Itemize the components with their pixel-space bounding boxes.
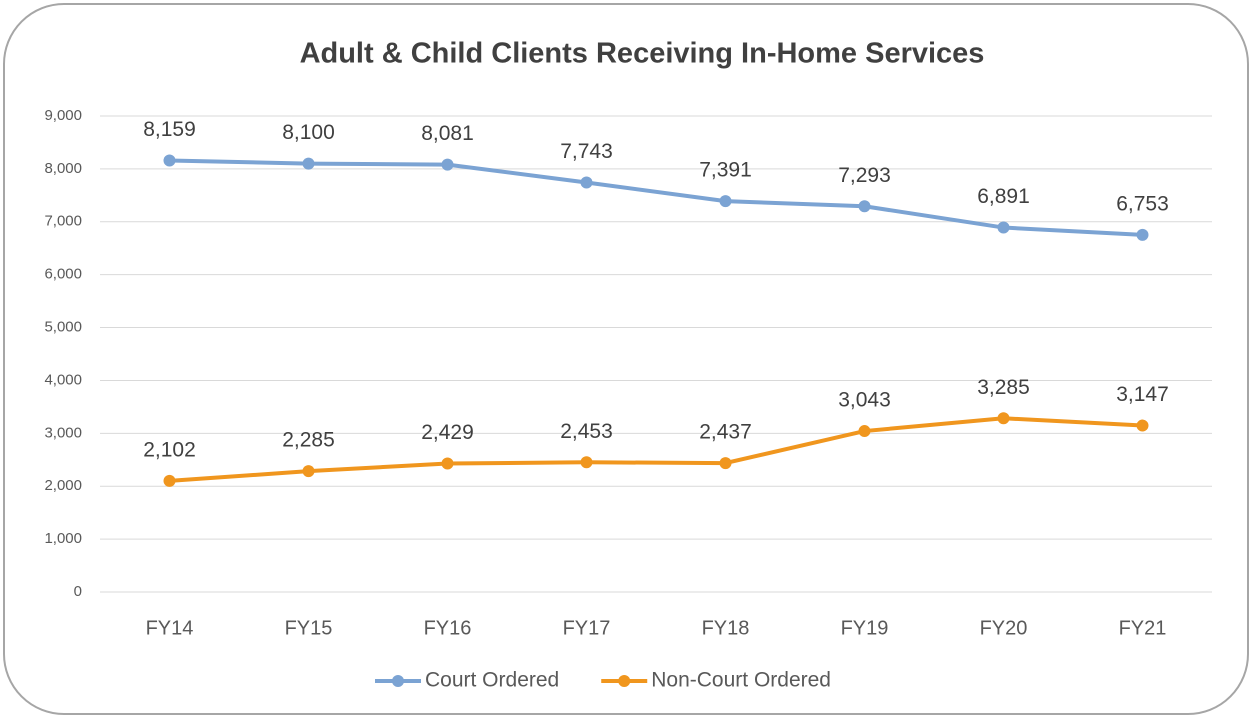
legend-label: Court Ordered: [425, 669, 559, 692]
y-tick-label: 4,000: [44, 371, 82, 388]
point: [858, 200, 871, 213]
point: [858, 425, 871, 438]
value-label: 2,102: [143, 438, 196, 461]
point: [163, 474, 176, 487]
legend-label: Non-Court Ordered: [651, 669, 831, 692]
legend-marker: [618, 675, 631, 687]
value-label: 3,285: [977, 376, 1030, 399]
value-label: 8,081: [421, 122, 474, 145]
x-tick-label: FY16: [424, 617, 472, 639]
point: [163, 154, 176, 167]
point: [1136, 419, 1149, 432]
point: [302, 465, 315, 478]
y-tick-label: 6,000: [44, 266, 82, 283]
y-tick-label: 7,000: [44, 213, 82, 230]
y-tick-label: 1,000: [44, 530, 82, 547]
value-label: 7,743: [560, 140, 613, 163]
point: [1136, 228, 1149, 241]
y-tick-label: 0: [74, 583, 82, 600]
x-tick-label: FY14: [146, 617, 194, 639]
x-tick-label: FY20: [980, 617, 1028, 639]
y-tick-label: 3,000: [44, 424, 82, 441]
point: [719, 195, 732, 208]
value-label: 7,391: [699, 159, 752, 182]
legend-marker: [392, 675, 404, 687]
point: [580, 176, 593, 189]
point: [441, 158, 454, 171]
y-tick-label: 2,000: [44, 477, 82, 494]
value-label: 7,293: [838, 164, 891, 187]
x-tick-label: FY19: [841, 617, 889, 639]
chart-frame: [3, 3, 1249, 715]
point: [580, 456, 593, 469]
x-tick-label: FY21: [1119, 617, 1167, 639]
value-label: 3,147: [1116, 383, 1169, 406]
y-tick-label: 8,000: [44, 160, 82, 177]
x-tick-label: FY18: [702, 617, 750, 639]
value-label: 2,429: [421, 421, 474, 444]
y-tick-label: 5,000: [44, 319, 82, 336]
series-line: [169, 416, 1143, 483]
value-label: 2,285: [282, 429, 335, 452]
value-label: 6,891: [977, 185, 1030, 208]
point: [719, 457, 732, 470]
chart-title: Adult & Child Clients Receiving In-Home …: [300, 38, 985, 70]
y-tick-label: 9,000: [44, 107, 82, 124]
point: [997, 412, 1010, 425]
point: [997, 221, 1010, 234]
point: [441, 457, 454, 470]
value-label: 8,100: [282, 121, 335, 144]
value-label: 8,159: [143, 118, 196, 141]
x-tick-label: FY17: [563, 617, 611, 639]
value-label: 2,453: [560, 420, 613, 443]
series-line: [169, 158, 1143, 237]
value-label: 6,753: [1116, 192, 1169, 215]
x-tick-label: FY15: [285, 617, 333, 639]
value-label: 2,437: [699, 421, 752, 444]
value-label: 3,043: [838, 389, 891, 412]
point: [302, 157, 315, 170]
